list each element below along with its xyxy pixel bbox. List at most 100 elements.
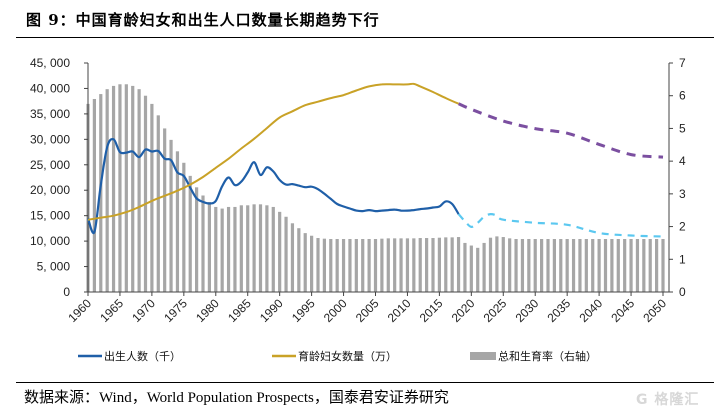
- tfr-bar: [412, 238, 416, 292]
- tfr-bar: [169, 139, 173, 292]
- tfr-bar: [348, 239, 352, 292]
- left-axis-label: 25, 000: [30, 158, 70, 172]
- tfr-bar: [214, 206, 218, 292]
- tfr-bar: [501, 237, 505, 292]
- right-axis-label: 2: [679, 220, 686, 234]
- x-axis-label: 2000: [321, 296, 350, 325]
- tfr-bar: [220, 208, 224, 292]
- x-axis-label: 2035: [545, 296, 574, 325]
- tfr-bar: [265, 205, 269, 292]
- x-axis-label: 1970: [129, 296, 158, 325]
- tfr-bar: [635, 239, 640, 292]
- tfr-bar: [137, 89, 141, 293]
- tfr-bar: [182, 162, 186, 292]
- right-axis-label: 1: [679, 252, 686, 266]
- tfr-bar: [105, 89, 109, 293]
- tfr-bar: [303, 233, 307, 292]
- legend-label-births: 出生人数（千）: [104, 349, 181, 363]
- tfr-bar: [488, 237, 493, 292]
- tfr-bar: [373, 239, 378, 292]
- tfr-bar: [648, 239, 652, 292]
- tfr-bar: [341, 239, 346, 292]
- tfr-bar: [482, 242, 486, 292]
- tfr-bar: [143, 95, 148, 292]
- source-divider: [16, 382, 714, 383]
- tfr-bar: [431, 238, 435, 292]
- tfr-bar: [175, 151, 180, 292]
- left-axis-label: 15, 000: [30, 209, 70, 223]
- x-axis-label: 2020: [449, 296, 478, 325]
- tfr-bar: [527, 239, 531, 292]
- x-axis-label: 2040: [576, 296, 605, 325]
- line-series: [86, 82, 664, 238]
- tfr-bar: [271, 206, 275, 292]
- tfr-bar: [450, 237, 454, 292]
- tfr-bar: [559, 239, 563, 292]
- tfr-bar: [437, 237, 441, 292]
- tfr-bar: [163, 128, 167, 292]
- tfr-bar: [310, 235, 314, 292]
- tfr-bar: [418, 238, 422, 292]
- x-axis-label: 1985: [225, 296, 254, 325]
- tfr-bar: [565, 239, 569, 292]
- source-note: 数据来源：Wind，World Population Prospects，国泰君…: [24, 390, 449, 406]
- tfr-bar: [226, 206, 231, 292]
- tfr-bar: [629, 239, 633, 292]
- x-axis-label: 2045: [608, 296, 637, 325]
- tfr-bar: [361, 239, 365, 292]
- tfr-bar: [252, 204, 256, 292]
- left-axis-label: 35, 000: [30, 107, 70, 121]
- tfr-bar: [329, 239, 333, 292]
- tfr-bar: [533, 239, 537, 292]
- tfr-bar: [188, 175, 192, 292]
- tfr-bar: [444, 237, 448, 292]
- tfr-bar: [335, 239, 339, 292]
- tfr-bar: [207, 202, 211, 292]
- tfr-bar: [623, 239, 627, 292]
- women-forecast-line: [457, 102, 664, 159]
- x-axis-label: 2030: [513, 296, 542, 325]
- left-axis-label: 10, 000: [30, 234, 70, 248]
- tfr-bar: [597, 239, 601, 292]
- tfr-bar: [495, 236, 499, 292]
- tfr-bar: [546, 239, 550, 292]
- legend-label-women: 育龄妇女数量（万）: [298, 349, 397, 363]
- tfr-bar: [591, 239, 595, 292]
- tfr-bar: [552, 239, 556, 292]
- title-divider: [16, 37, 714, 38]
- right-axis-label: 5: [679, 121, 686, 135]
- tfr-bar: [456, 237, 461, 292]
- tfr-bar: [111, 85, 116, 293]
- x-axis-label: 2010: [385, 296, 414, 325]
- legend: 出生人数（千） 育龄妇女数量（万） 总和生育率（右轴）: [78, 349, 597, 363]
- left-axis-label: 45, 000: [30, 56, 70, 70]
- tfr-bar: [520, 239, 525, 292]
- tfr-bar: [571, 239, 576, 292]
- tfr-bar: [118, 84, 122, 292]
- x-axis-label: 2050: [640, 296, 669, 325]
- right-axis-label: 0: [679, 285, 686, 299]
- right-axis-label: 6: [679, 89, 686, 103]
- watermark-logo: G 格隆汇: [636, 392, 700, 408]
- x-axis-label: 1960: [65, 296, 94, 325]
- tfr-bar: [578, 239, 582, 292]
- tfr-bar: [367, 239, 371, 292]
- tfr-bar: [92, 98, 96, 292]
- right-axis-label: 3: [679, 187, 686, 201]
- tfr-bar: [233, 206, 237, 292]
- tfr-bar: [469, 245, 473, 292]
- tfr-bar: [540, 239, 544, 292]
- tfr-bar: [380, 238, 384, 292]
- tfr-bar: [322, 238, 326, 292]
- tfr-bar: [514, 239, 518, 292]
- tfr-bar: [399, 238, 403, 292]
- right-axis-label: 7: [679, 56, 686, 70]
- tfr-bar: [425, 238, 429, 292]
- tfr-bar: [642, 239, 646, 292]
- tfr-bar: [284, 216, 288, 292]
- legend-label-tfr: 总和生育率（右轴）: [498, 349, 597, 363]
- tfr-bar: [278, 211, 282, 292]
- tfr-bar: [393, 238, 397, 292]
- tfr-bar: [195, 187, 199, 292]
- chart-title: 图 9：中国育龄妇女和出生人口数量长期趋势下行: [26, 11, 380, 29]
